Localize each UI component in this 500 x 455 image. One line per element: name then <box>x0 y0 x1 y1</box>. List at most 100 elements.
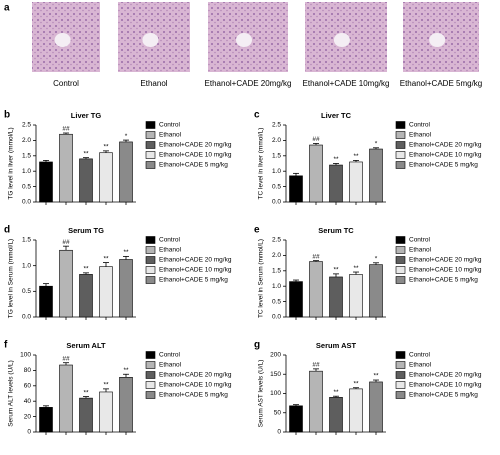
y-tick-label: 40 <box>24 398 32 405</box>
significance-label: ** <box>353 153 359 160</box>
legend-swatch <box>145 391 156 399</box>
image-caption: Ethanol+CADE 20mg/kg <box>205 79 292 88</box>
legend-label: Control <box>159 237 181 244</box>
legend-swatch <box>395 236 406 244</box>
legend-swatch <box>145 266 156 274</box>
legend-swatch <box>145 276 156 284</box>
bar <box>119 259 133 318</box>
panel-label: a <box>4 3 10 14</box>
legend-label: Control <box>409 237 431 244</box>
y-tick-label: 1.5 <box>22 153 31 160</box>
legend-label: Ethanol <box>159 362 182 369</box>
y-tick-label: 1.5 <box>22 237 31 244</box>
image-caption: Ethanol <box>140 79 167 88</box>
legend-swatch <box>145 151 156 159</box>
bar <box>99 266 113 318</box>
y-tick-label: 2.0 <box>272 252 281 259</box>
bar <box>329 276 343 318</box>
significance-label: ** <box>373 373 379 380</box>
y-tick-label: 0.5 <box>22 288 31 295</box>
y-tick-label: 1.0 <box>22 262 31 269</box>
legend-label: Ethanol+CADE 5 mg/kg <box>159 392 228 399</box>
bar <box>39 161 53 203</box>
bar <box>349 161 363 203</box>
bar <box>369 264 383 318</box>
significance-label: ** <box>123 367 129 374</box>
bar <box>119 141 133 203</box>
chart-panel: c Liver TC TC level in liver (mmol/L) 0.0 0.… <box>254 110 482 206</box>
legend-swatch <box>395 161 406 169</box>
significance-label: ** <box>333 389 339 396</box>
bar <box>119 377 133 433</box>
significance-label: * <box>375 256 378 263</box>
legend-label: Ethanol+CADE 5 mg/kg <box>409 277 478 284</box>
y-axis-title: TC level in liver (mmol/L) <box>258 128 265 200</box>
image-caption: Control <box>53 79 79 88</box>
significance-label: * <box>375 141 378 148</box>
bar <box>369 148 383 203</box>
panel-label: c <box>254 110 260 121</box>
legend-label: Ethanol <box>409 362 432 369</box>
y-tick-label: 1.0 <box>272 283 281 290</box>
legend-label: Ethanol+CADE 20 mg/kg <box>159 142 232 149</box>
significance-label: ## <box>62 355 70 362</box>
significance-label: ** <box>103 144 109 151</box>
y-axis-title: TG level in Serum (mmol/L) <box>8 239 15 318</box>
bar <box>289 405 303 433</box>
y-tick-label: 150 <box>270 371 281 378</box>
significance-label: ** <box>123 249 129 256</box>
legend-swatch <box>395 121 406 129</box>
bar <box>79 397 93 433</box>
legend-swatch <box>395 151 406 159</box>
chart-panel: b Liver TG TG level in liver (mmol/L) 0.0 0.… <box>4 110 232 206</box>
bar <box>59 364 73 433</box>
vessel <box>54 33 71 47</box>
legend-label: Ethanol+CADE 5 mg/kg <box>409 392 478 399</box>
bar <box>309 261 323 318</box>
bar <box>309 370 323 433</box>
bar <box>99 152 113 203</box>
chart-title: Liver TC <box>321 111 352 120</box>
legend-swatch <box>395 131 406 139</box>
panel-label: e <box>254 225 260 236</box>
significance-label: ** <box>333 267 339 274</box>
legend-label: Ethanol <box>409 132 432 139</box>
significance-label: ## <box>62 126 70 133</box>
legend-label: Ethanol+CADE 10 mg/kg <box>159 382 232 389</box>
legend-label: Ethanol <box>409 247 432 254</box>
legend-swatch <box>395 361 406 369</box>
legend-swatch <box>395 351 406 359</box>
image-caption: Ethanol+CADE 5mg/kg <box>400 79 483 88</box>
chart-panel: g Serum AST Serum AST levels (U/L) 0 50 100 15… <box>254 340 482 436</box>
legend-label: Control <box>409 352 431 359</box>
y-tick-label: 0.0 <box>22 199 31 206</box>
legend-label: Ethanol <box>159 132 182 139</box>
y-tick-label: 1.5 <box>272 153 281 160</box>
legend-label: Control <box>159 122 181 129</box>
significance-label: ** <box>83 150 89 157</box>
y-tick-label: 100 <box>270 390 281 397</box>
bar <box>79 274 93 318</box>
legend-label: Ethanol+CADE 5 mg/kg <box>409 162 478 169</box>
y-tick-label: 50 <box>274 409 282 416</box>
y-tick-label: 0 <box>277 429 281 436</box>
chart-title: Liver TG <box>71 111 102 120</box>
chart-title: Serum ALT <box>66 341 106 350</box>
y-tick-label: 1.5 <box>272 268 281 275</box>
y-tick-label: 0.5 <box>22 183 31 190</box>
bar <box>289 281 303 318</box>
y-axis-title: TG level in liver (mmol/L) <box>8 127 15 199</box>
legend-label: Control <box>409 122 431 129</box>
y-tick-label: 0.5 <box>272 183 281 190</box>
bar <box>329 397 343 433</box>
significance-label: ** <box>353 265 359 272</box>
significance-label: ** <box>83 389 89 396</box>
bar <box>39 407 53 433</box>
y-tick-label: 200 <box>270 352 281 359</box>
legend-label: Ethanol+CADE 10 mg/kg <box>159 152 232 159</box>
legend-label: Ethanol+CADE 5 mg/kg <box>159 162 228 169</box>
y-tick-label: 20 <box>24 413 32 420</box>
legend-swatch <box>395 276 406 284</box>
bar <box>369 381 383 433</box>
bar <box>349 388 363 433</box>
